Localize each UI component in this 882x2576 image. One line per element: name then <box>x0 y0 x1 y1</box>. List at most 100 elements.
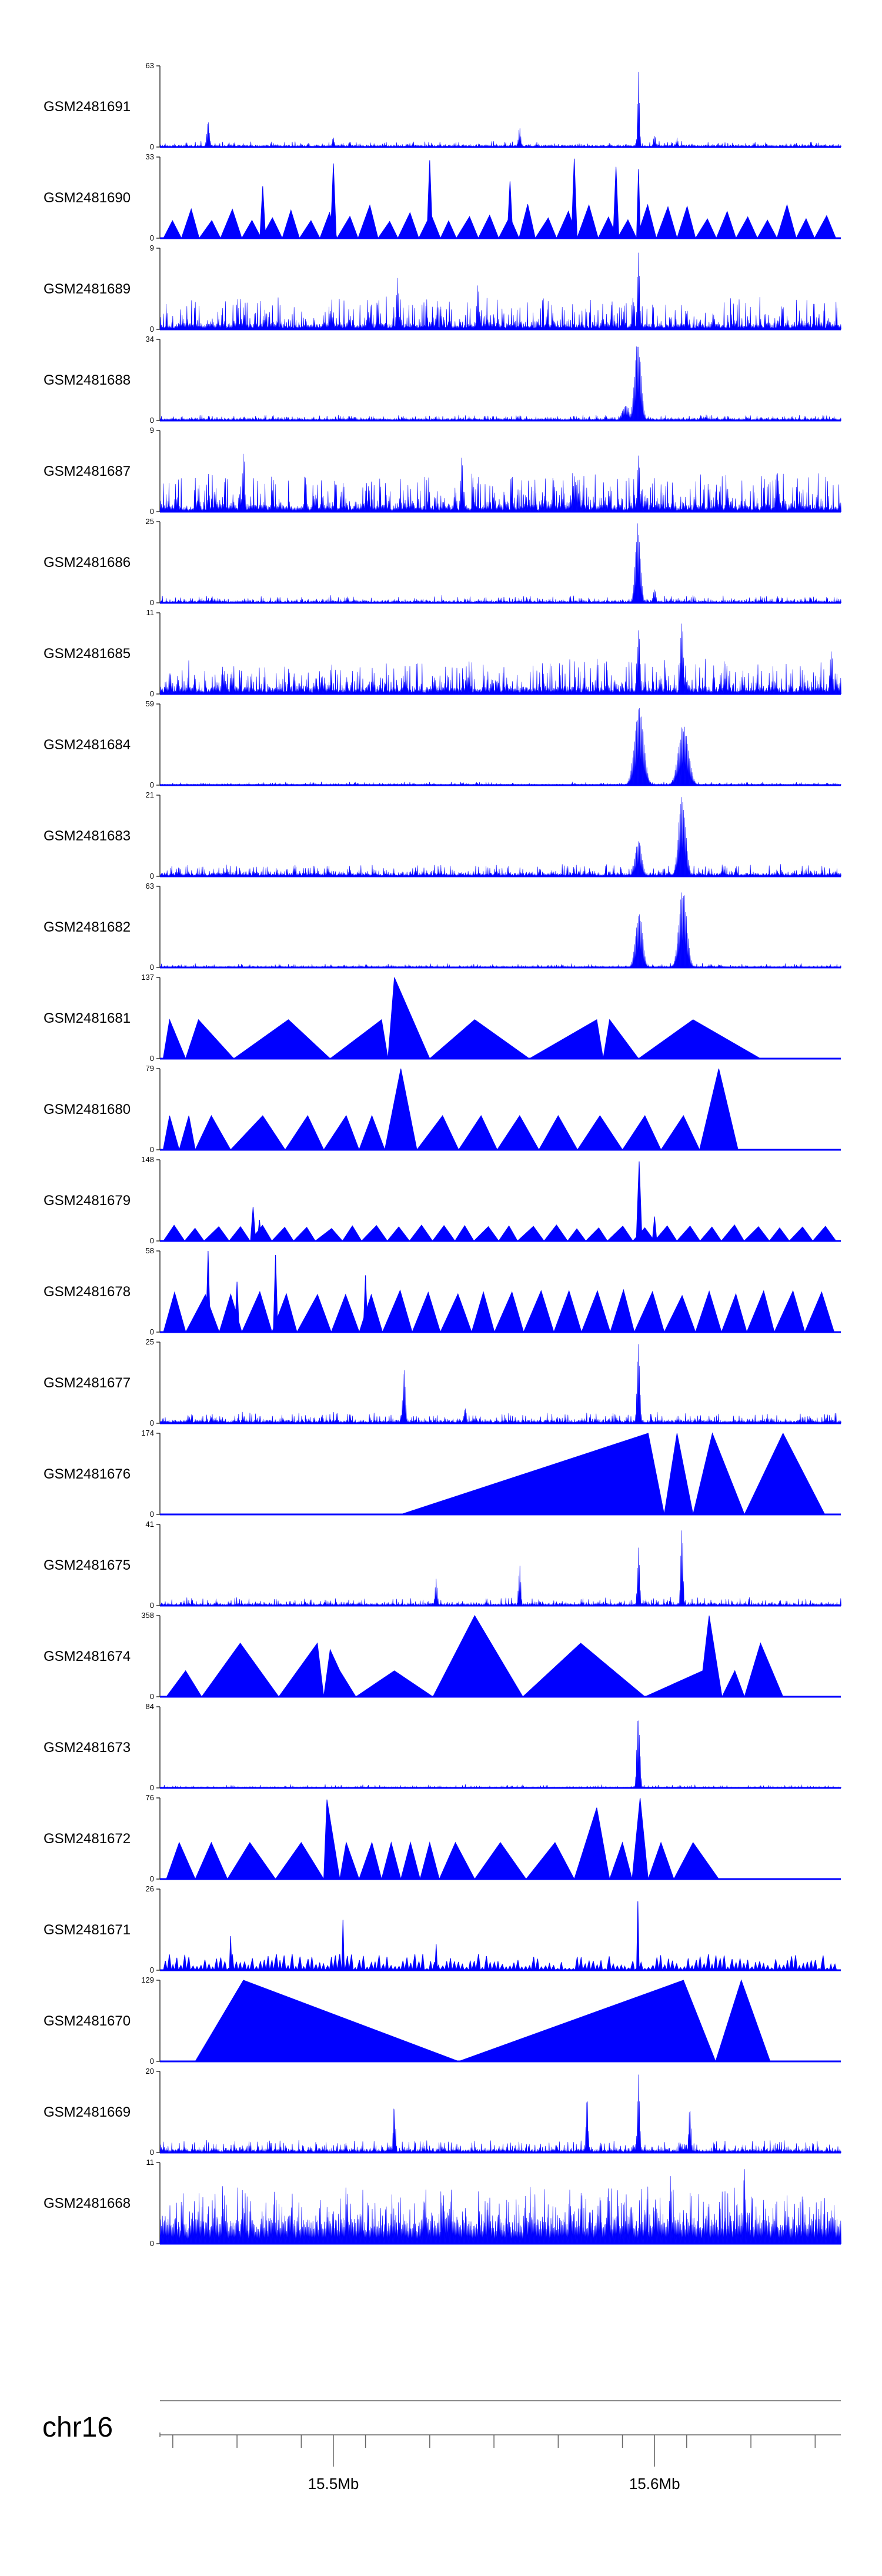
track-y-max-label: 76 <box>146 1793 154 1802</box>
track-signal <box>159 252 841 330</box>
track-label: GSM2481685 <box>44 646 131 662</box>
track-GSM2481673: GSM2481673 84 0 <box>44 1702 842 1792</box>
track-y-min-label: 0 <box>150 507 154 516</box>
track-peak <box>571 158 578 239</box>
track-label: GSM2481686 <box>44 555 131 570</box>
track-y-min-label: 0 <box>150 325 154 333</box>
track-y-max-label: 11 <box>146 608 155 617</box>
track-signal <box>163 1954 837 1971</box>
track-GSM2481676: GSM2481676 174 0 <box>44 1429 841 1519</box>
track-peak <box>250 1206 256 1242</box>
genome-tick-label: 15.6Mb <box>629 2475 680 2492</box>
track-y-max-label: 174 <box>141 1429 154 1437</box>
track-y-max-label: 9 <box>150 243 154 252</box>
chromosome-label: chr16 <box>42 2412 113 2443</box>
track-signal <box>159 72 841 148</box>
track-signal <box>159 1344 841 1424</box>
track-GSM2481668: GSM2481668 11 0 <box>44 2158 841 2248</box>
track-peak <box>636 1161 643 1242</box>
track-y-min-label: 0 <box>150 1874 154 1883</box>
track-y-max-label: 41 <box>146 1520 154 1529</box>
track-y-min-label: 0 <box>150 1966 154 1974</box>
track-peak <box>636 169 641 239</box>
track-signal <box>159 708 842 786</box>
track-y-max-label: 25 <box>146 1337 154 1346</box>
track-y-min-label: 0 <box>150 1327 154 1336</box>
track-signal <box>159 1720 842 1789</box>
track-GSM2481669: GSM2481669 20 0 <box>44 2067 841 2157</box>
track-peak <box>341 1920 345 1971</box>
track-signal <box>166 1797 720 1880</box>
track-peak <box>229 1936 232 1971</box>
track-y-max-label: 59 <box>146 699 154 708</box>
track-y-max-label: 63 <box>146 882 154 890</box>
track-y-min-label: 0 <box>150 2148 154 2157</box>
track-label: GSM2481684 <box>44 737 131 753</box>
track-label: GSM2481670 <box>44 2013 131 2029</box>
track-label: GSM2481675 <box>44 1557 131 1573</box>
track-y-max-label: 137 <box>141 973 154 982</box>
track-y-min-label: 0 <box>150 1783 154 1792</box>
track-y-min-label: 0 <box>150 233 154 242</box>
track-GSM2481675: GSM2481675 41 0 <box>44 1520 841 1610</box>
track-GSM2481677: GSM2481677 25 0 <box>44 1337 841 1427</box>
track-y-max-label: 25 <box>146 517 154 526</box>
track-y-min-label: 0 <box>150 1601 154 1610</box>
track-y-max-label: 21 <box>146 790 154 799</box>
track-y-min-label: 0 <box>150 2057 154 2066</box>
track-y-max-label: 34 <box>146 335 154 343</box>
track-y-min-label: 0 <box>150 1510 154 1519</box>
track-GSM2481691: GSM2481691 63 0 <box>44 61 841 151</box>
track-label: GSM2481671 <box>44 1922 131 1938</box>
track-y-max-label: 58 <box>146 1246 154 1255</box>
track-signal <box>159 892 841 969</box>
track-y-min-label: 0 <box>150 689 154 698</box>
track-peak <box>506 181 513 239</box>
genome-tick-label: 15.5Mb <box>308 2475 359 2492</box>
track-label: GSM2481674 <box>44 1649 131 1664</box>
track-label: GSM2481689 <box>44 281 131 297</box>
track-y-max-label: 20 <box>146 2067 154 2076</box>
track-GSM2481672: GSM2481672 76 0 <box>44 1793 841 1883</box>
track-y-min-label: 0 <box>150 1236 154 1245</box>
track-y-max-label: 148 <box>141 1155 154 1164</box>
track-signal <box>162 977 762 1060</box>
track-y-max-label: 63 <box>146 61 154 70</box>
track-y-min-label: 0 <box>150 1692 154 1701</box>
track-peak <box>435 1944 438 1971</box>
track-y-max-label: 129 <box>141 1976 154 1984</box>
track-label: GSM2481672 <box>44 1831 131 1847</box>
track-GSM2481678: GSM2481678 58 0 <box>44 1246 841 1336</box>
track-GSM2481689: GSM2481689 9 0 <box>44 243 841 333</box>
track-y-max-label: 84 <box>146 1702 154 1711</box>
track-y-max-label: 9 <box>150 426 154 435</box>
track-GSM2481674: GSM2481674 358 0 <box>44 1611 841 1701</box>
track-GSM2481681: GSM2481681 137 0 <box>44 973 841 1063</box>
track-signal <box>159 623 841 695</box>
track-y-min-label: 0 <box>150 142 154 151</box>
track-GSM2481683: GSM2481683 21 0 <box>44 790 841 880</box>
track-peak <box>273 1254 279 1333</box>
track-peak <box>205 1250 211 1333</box>
track-y-max-label: 79 <box>146 1064 154 1073</box>
track-signal <box>159 1530 841 1607</box>
track-y-min-label: 0 <box>150 963 154 972</box>
track-GSM2481686: GSM2481686 25 0 <box>44 517 841 607</box>
track-y-max-label: 33 <box>146 152 154 161</box>
track-GSM2481688: GSM2481688 34 0 <box>44 335 841 425</box>
track-label: GSM2481677 <box>44 1375 131 1391</box>
track-GSM2481687: GSM2481687 9 0 <box>44 426 841 516</box>
track-peak <box>636 1901 640 1971</box>
track-signal <box>159 453 841 512</box>
track-peak <box>613 166 620 239</box>
track-y-min-label: 0 <box>150 598 154 607</box>
track-label: GSM2481673 <box>44 1740 131 1756</box>
track-peak <box>330 163 337 239</box>
track-peak <box>652 1216 657 1242</box>
track-label: GSM2481668 <box>44 2195 131 2211</box>
track-GSM2481682: GSM2481682 63 0 <box>44 882 841 972</box>
track-signal <box>159 797 841 877</box>
track-GSM2481680: GSM2481680 79 0 <box>44 1064 841 1154</box>
track-GSM2481684: GSM2481684 59 0 <box>44 699 842 789</box>
track-signal <box>159 523 841 604</box>
